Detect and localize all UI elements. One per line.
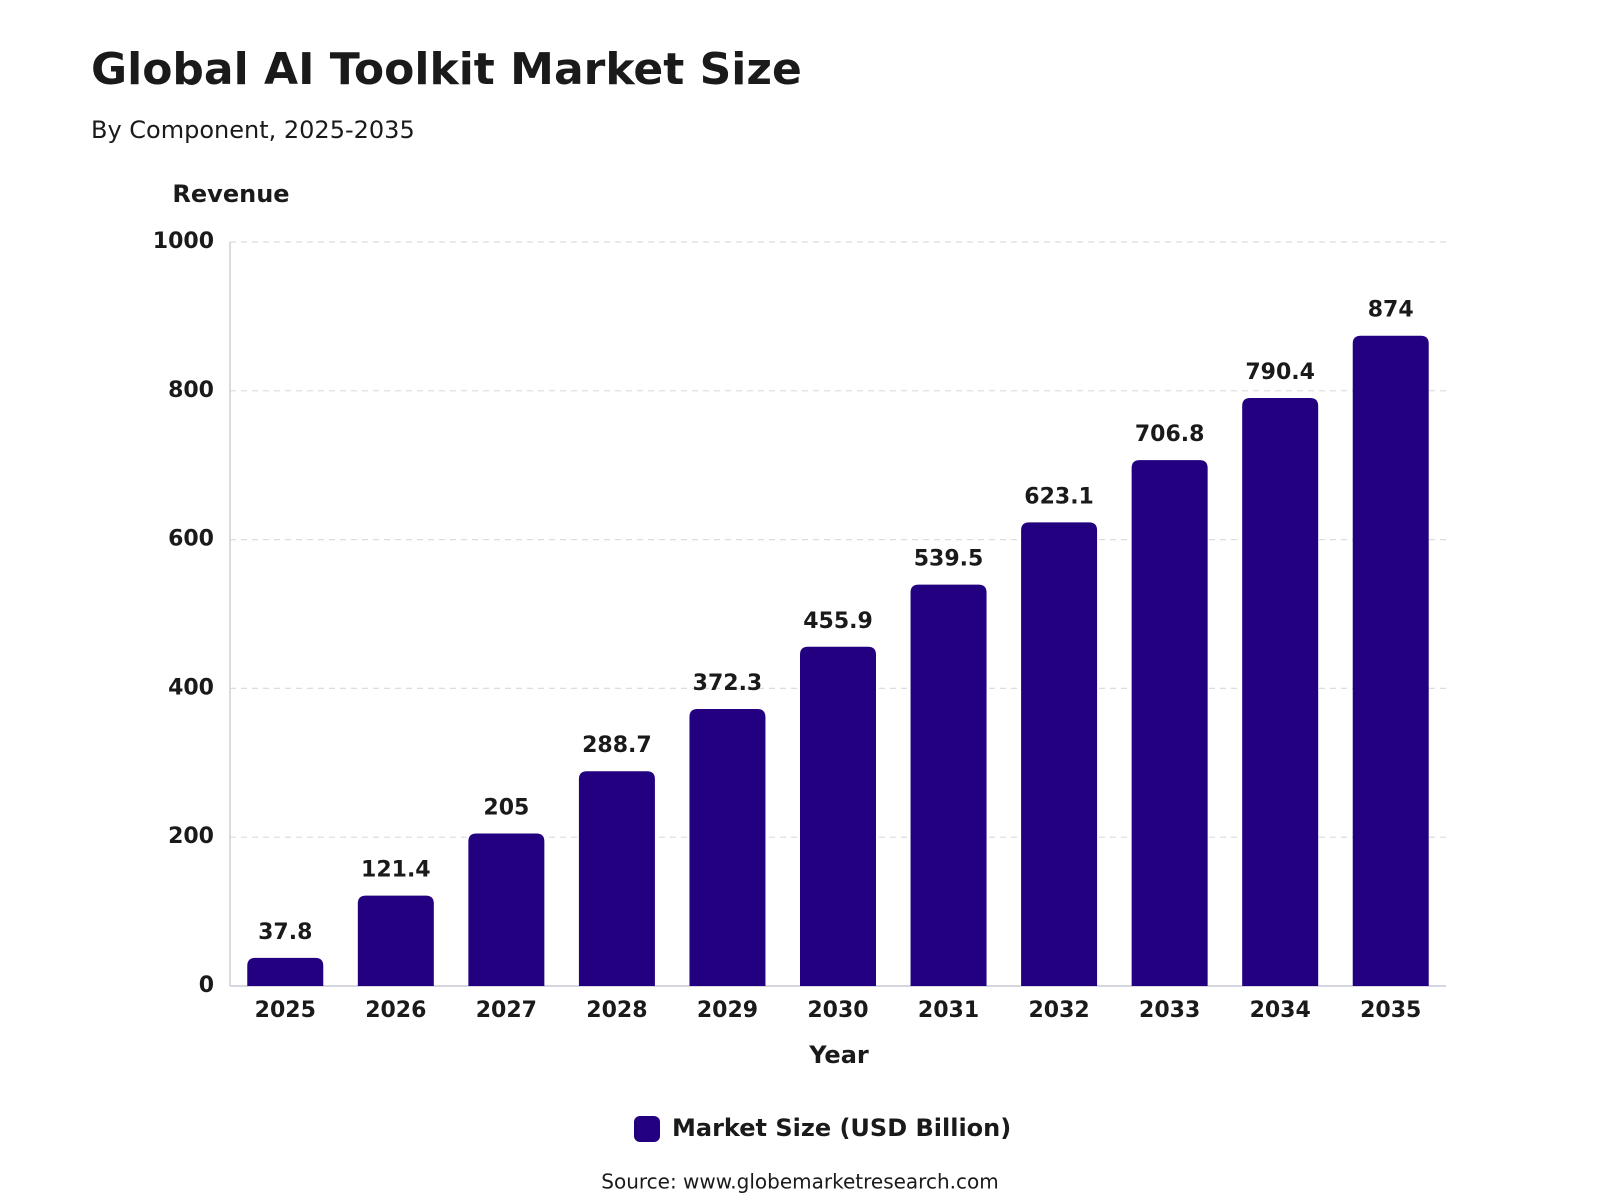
value-label: 205 bbox=[483, 795, 529, 820]
value-label: 874 bbox=[1368, 298, 1414, 323]
value-label: 37.8 bbox=[258, 920, 312, 945]
x-tick-label: 2028 bbox=[586, 998, 647, 1023]
bar bbox=[578, 771, 655, 986]
value-label: 623.1 bbox=[1024, 484, 1094, 509]
legend-label: Market Size (USD Billion) bbox=[672, 1114, 1011, 1142]
x-tick-label: 2031 bbox=[918, 998, 979, 1023]
x-axis-label: Year bbox=[808, 1041, 869, 1069]
bar bbox=[800, 646, 876, 986]
value-label: 121.4 bbox=[361, 858, 431, 883]
y-tick-label: 1000 bbox=[153, 229, 214, 254]
y-axis-label: Revenue bbox=[172, 180, 289, 208]
bar bbox=[468, 833, 545, 986]
x-tick-label: 2035 bbox=[1360, 998, 1421, 1023]
chart-subtitle: By Component, 2025-2035 bbox=[91, 116, 415, 144]
value-label: 790.4 bbox=[1245, 360, 1315, 385]
y-tick-label: 800 bbox=[168, 378, 214, 403]
value-label: 539.5 bbox=[914, 547, 984, 572]
chart-title: Global AI Toolkit Market Size bbox=[91, 44, 802, 95]
bar bbox=[1131, 460, 1208, 986]
x-tick-label: 2027 bbox=[476, 998, 537, 1023]
source-note: Source: www.globemarketresearch.com bbox=[601, 1170, 998, 1194]
value-label: 455.9 bbox=[803, 609, 873, 634]
y-tick-label: 0 bbox=[199, 973, 214, 998]
value-label: 372.3 bbox=[693, 671, 763, 696]
x-tick-label: 2032 bbox=[1028, 998, 1089, 1023]
x-tick-label: 2026 bbox=[365, 998, 426, 1023]
y-tick-label: 600 bbox=[168, 527, 214, 552]
bar bbox=[1242, 397, 1319, 987]
x-tick-label: 2034 bbox=[1250, 998, 1311, 1023]
x-tick-label: 2030 bbox=[807, 998, 868, 1023]
bar bbox=[357, 895, 434, 986]
x-tick-label: 2033 bbox=[1139, 998, 1200, 1023]
value-label: 706.8 bbox=[1135, 422, 1205, 447]
bar bbox=[689, 709, 766, 986]
legend-swatch bbox=[634, 1116, 660, 1142]
bar bbox=[910, 584, 987, 986]
value-label: 288.7 bbox=[582, 733, 652, 758]
bar bbox=[1352, 335, 1429, 986]
bar bbox=[247, 957, 324, 986]
x-tick-label: 2025 bbox=[255, 998, 316, 1023]
bar bbox=[1021, 522, 1098, 986]
y-tick-label: 400 bbox=[168, 675, 214, 700]
y-tick-label: 200 bbox=[168, 824, 214, 849]
x-tick-label: 2029 bbox=[697, 998, 758, 1023]
